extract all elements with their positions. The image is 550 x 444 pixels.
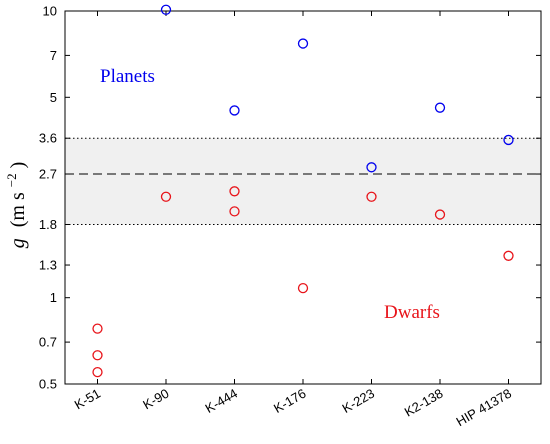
uncertainty-band bbox=[65, 138, 541, 225]
x-tick-label: K2-138 bbox=[402, 386, 446, 420]
x-tick-label: HIP 41378 bbox=[453, 386, 514, 430]
planets-point bbox=[297, 38, 309, 49]
band-fill bbox=[65, 138, 541, 225]
planets-point bbox=[434, 102, 446, 113]
y-axis-label: g (m s −2 ) bbox=[0, 162, 29, 249]
y-tick-label: 10 bbox=[43, 4, 57, 19]
dwarfs-point bbox=[92, 366, 103, 378]
planets-point bbox=[366, 162, 377, 173]
x-tick-label: K-51 bbox=[72, 386, 103, 413]
dwarfs-point bbox=[503, 250, 514, 261]
planets-annotation: Planets bbox=[100, 66, 155, 87]
reference-lines bbox=[65, 137, 541, 226]
y-tick-label: 1.8 bbox=[39, 217, 57, 232]
y-tick-label: 7 bbox=[50, 48, 57, 63]
planets-point bbox=[229, 105, 240, 116]
dwarfs-point bbox=[297, 282, 309, 294]
y-tick-label: 2.7 bbox=[39, 167, 57, 182]
dwarfs-point bbox=[160, 191, 172, 202]
y-tick-label: 5 bbox=[50, 90, 57, 105]
y-tick-label: 1.3 bbox=[39, 258, 57, 273]
y-axis-label-close: ) bbox=[7, 162, 29, 169]
dwarfs-point bbox=[92, 350, 103, 361]
dwarfs-point bbox=[229, 206, 240, 217]
dwarfs-point bbox=[92, 323, 103, 334]
data-points bbox=[92, 4, 514, 378]
dwarfs-annotation: Dwarfs bbox=[384, 302, 440, 323]
axes bbox=[64, 10, 542, 385]
y-tick-label: 0.7 bbox=[39, 335, 57, 350]
dwarfs-point bbox=[366, 191, 377, 202]
y-axis-label-units: (m s bbox=[7, 192, 29, 227]
x-tick-label: K-176 bbox=[271, 386, 309, 416]
y-tick-label: 3.6 bbox=[39, 131, 57, 146]
dwarfs-point bbox=[229, 186, 240, 197]
y-axis-label-symbol: g bbox=[7, 238, 29, 248]
planets-point bbox=[503, 134, 514, 146]
dwarfs-point bbox=[434, 209, 446, 220]
y-tick-label: 0.5 bbox=[39, 377, 57, 392]
y-tick-label: 1 bbox=[50, 290, 57, 305]
planets-point bbox=[160, 4, 172, 15]
x-tick-label: K-90 bbox=[140, 386, 171, 413]
x-tick-label: K-444 bbox=[202, 386, 240, 416]
x-tick-label: K-223 bbox=[339, 386, 377, 416]
y-axis-label-exponent: −2 bbox=[4, 173, 19, 187]
